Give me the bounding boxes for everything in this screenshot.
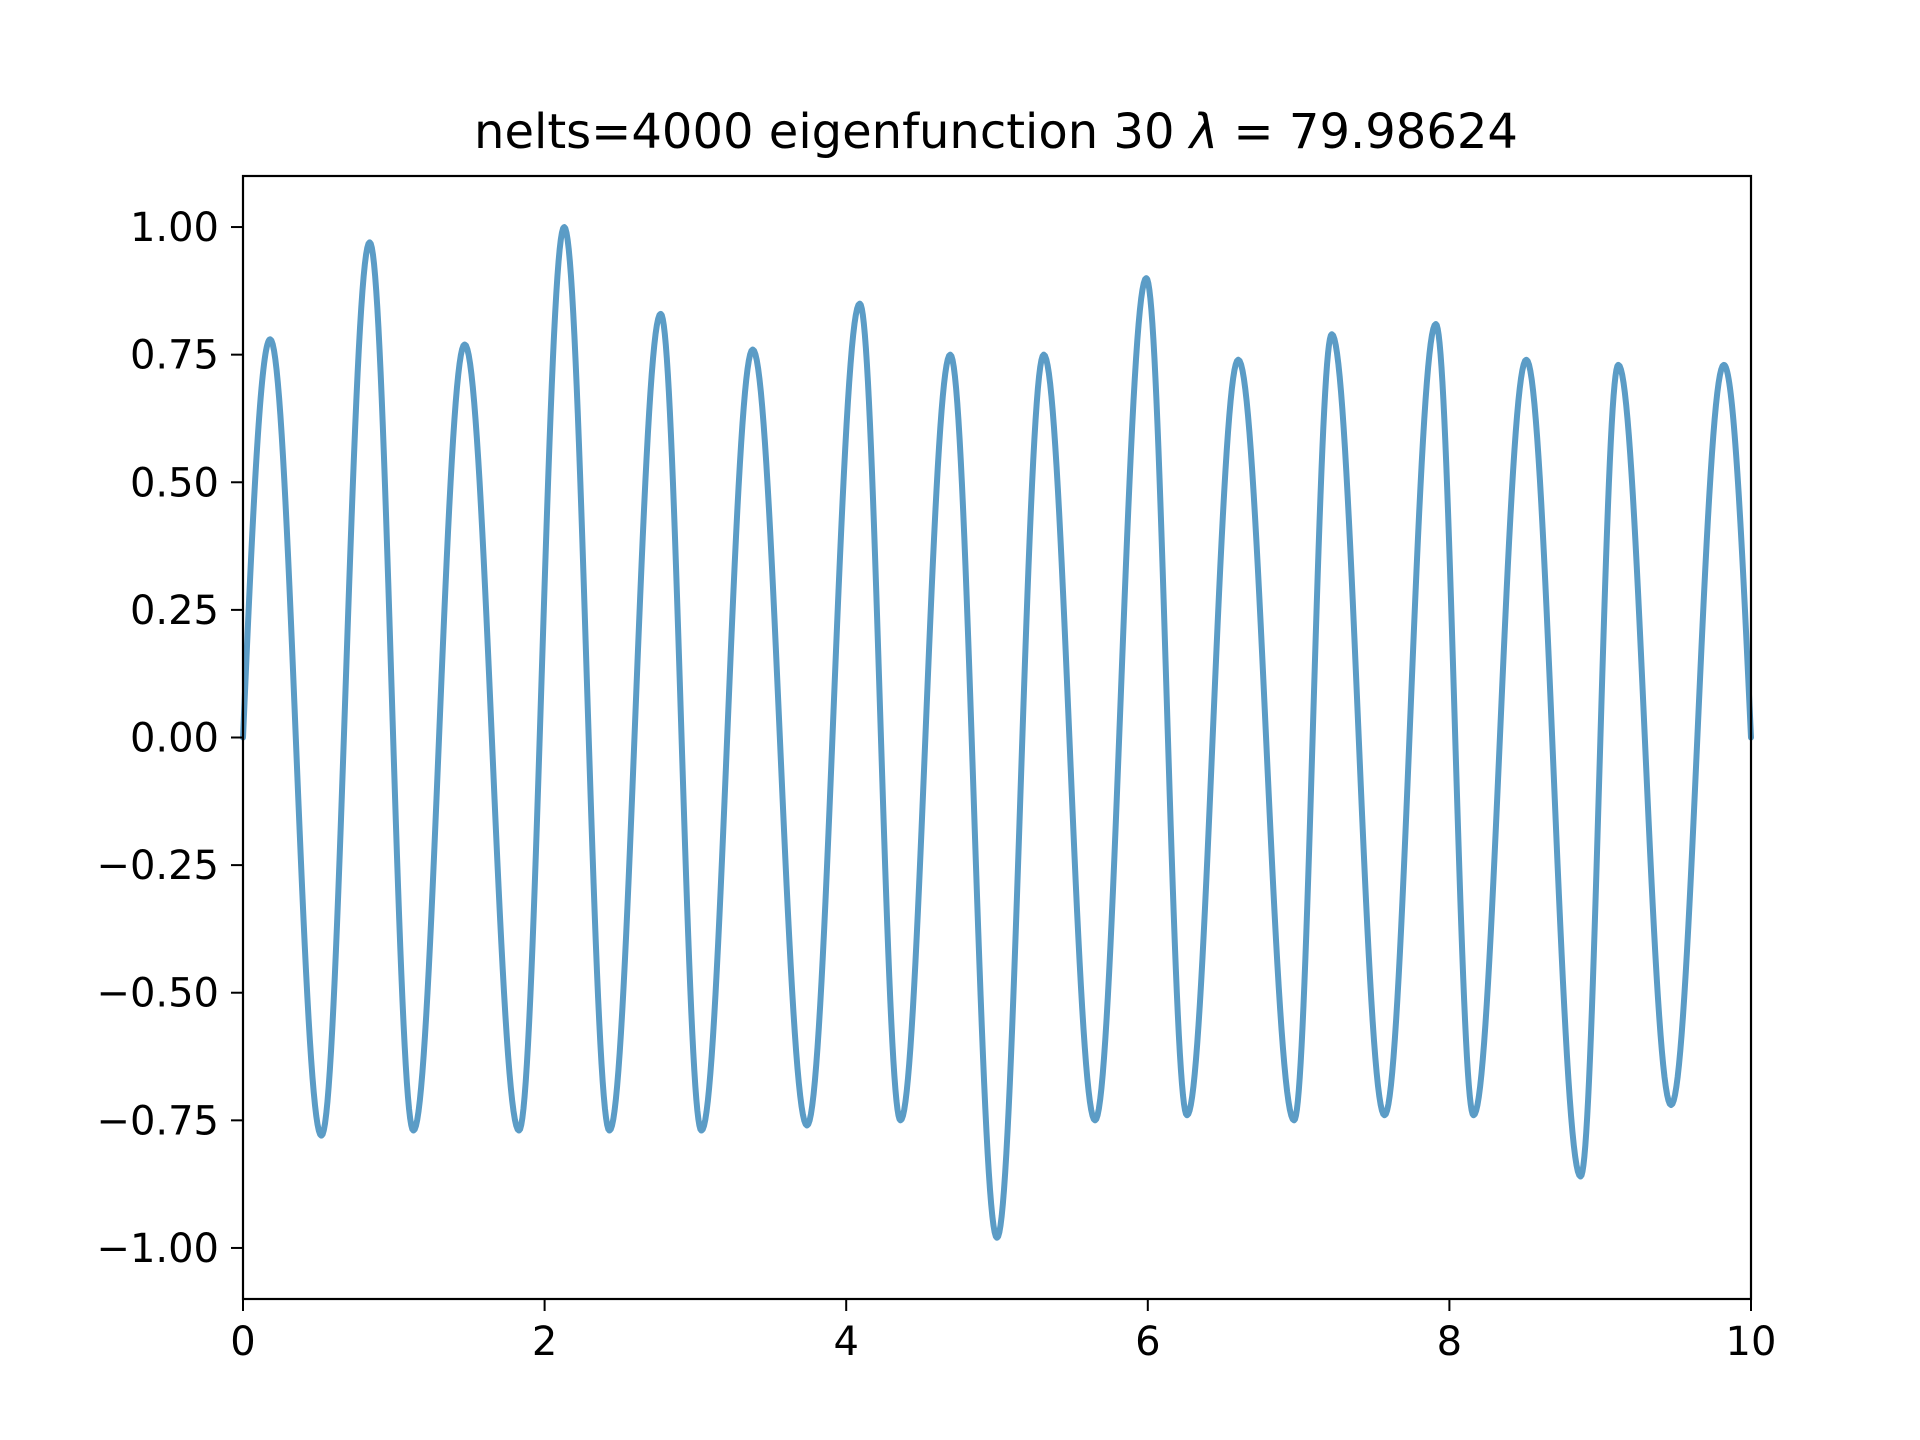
x-tick-label: 4: [833, 1319, 858, 1365]
y-tick-label: 1.00: [130, 205, 219, 251]
chart-title-text: nelts=4000 eigenfunction 30: [474, 104, 1190, 160]
y-tick-label: 0.00: [130, 716, 219, 762]
x-tick-label: 0: [230, 1319, 255, 1365]
y-tick-label: 0.50: [130, 460, 219, 506]
x-tick-label: 8: [1437, 1319, 1462, 1365]
y-tick-label: 0.25: [130, 588, 219, 634]
chart-title: nelts=4000 eigenfunction 30 λ = 79.98624: [474, 104, 1518, 160]
y-tick-label: −0.75: [96, 1098, 219, 1144]
axes-frame: [241, 174, 1753, 1301]
chart-title-value: = 79.98624: [1218, 104, 1518, 160]
x-axis: 0 2 4 6 8 10: [230, 1299, 1776, 1365]
y-tick-label: 0.75: [130, 333, 219, 379]
plot-line-group: [240, 224, 1754, 1241]
chart-title-lambda: λ: [1187, 104, 1218, 160]
y-tick-label: −1.00: [96, 1226, 219, 1272]
x-tick-label: 10: [1726, 1319, 1777, 1365]
x-tick-label: 6: [1135, 1319, 1160, 1365]
y-tick-label: −0.50: [96, 971, 219, 1017]
x-tick-label: 2: [532, 1319, 557, 1365]
y-axis: 1.00 0.75 0.50 0.25 0.00 −0.25 −0.50 −0.75 −1.00: [96, 205, 243, 1272]
y-tick-label: −0.25: [96, 843, 219, 889]
eigenfunction-line: [240, 224, 1754, 1241]
